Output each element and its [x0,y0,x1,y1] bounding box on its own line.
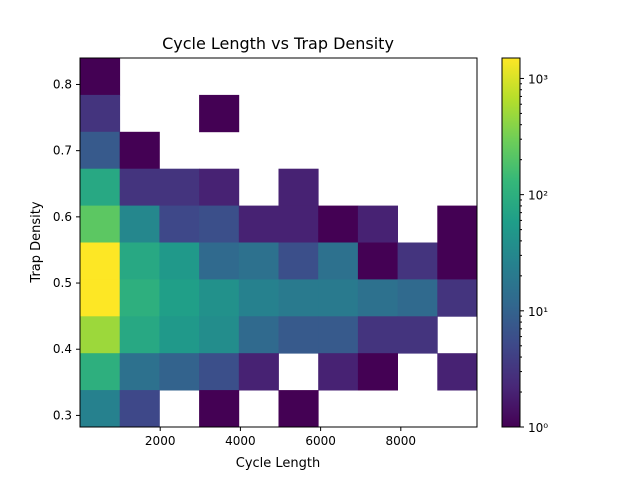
heatmap-cell [318,279,359,317]
heatmap-cell [199,94,240,133]
heatmap-cell [159,168,200,206]
heatmap-cell [278,242,319,280]
heatmap-cell [80,131,121,170]
heatmap-cell [80,353,121,391]
heatmap-cell [159,279,200,317]
colorbar-tick-label: 10¹ [528,305,548,319]
heatmap-cell [199,168,240,206]
heatmap-cell [278,316,319,354]
x-tick-label: 2000 [145,434,176,448]
heatmap-cell [80,94,121,133]
x-tick-label: 8000 [386,434,417,448]
y-tick-label: 0.3 [53,408,72,422]
heatmap-cell [278,205,319,243]
colorbar-tick-label: 10³ [528,72,548,86]
y-tick-label: 0.7 [53,144,72,158]
heatmap-cell [80,279,121,317]
heatmap-cell [238,279,279,317]
heatmap-cell [318,353,359,391]
heatmap-cell [357,205,398,243]
heatmap-cell [278,390,319,428]
heatmap-cell [80,205,121,243]
heatmap-cell [318,242,359,280]
heatmap-cell [397,316,438,354]
heatmap-cell [119,131,160,170]
heatmap-cell [119,316,160,354]
heatmap-cell [437,353,478,391]
y-tick-label: 0.8 [53,77,72,91]
heatmap-cell [119,353,160,391]
heatmap-cell [437,279,478,317]
heatmap-cell [119,390,160,428]
colorbar-tick-label: 10² [528,189,548,203]
heatmap-cell [238,353,279,391]
heatmap-cell [119,168,160,206]
x-axis-ticks: 2000 4000 6000 8000 [145,427,416,448]
heatmap-cells [80,58,478,428]
heatmap-cell [278,279,319,317]
heatmap-cell [119,279,160,317]
heatmap-cell [80,58,121,96]
heatmap-cell [199,353,240,391]
y-axis-ticks: 0.3 0.4 0.5 0.6 0.7 0.8 [53,77,80,422]
heatmap-cell [80,316,121,354]
colorbar-tick-label: 10⁰ [528,421,548,435]
heatmap-cell [80,390,121,428]
heatmap-cell [199,316,240,354]
heatmap-cell [278,168,319,206]
heatmap-cell [238,242,279,280]
heatmap-cell [159,316,200,354]
heatmap-cell [357,316,398,354]
heatmap-cell [159,205,200,243]
heatmap-cell [238,316,279,354]
heatmap-cell [119,205,160,243]
heatmap-cell [119,242,160,280]
plot-frame [79,57,478,428]
y-axis-label: Trap Density [29,201,44,283]
heatmap-cell [437,242,478,280]
heatmap-cell [397,242,438,280]
x-axis-label: Cycle Length [236,456,321,471]
heatmap-cell [159,353,200,391]
heatmap-cell [199,279,240,317]
heatmap-cell [437,205,478,243]
heatmap-cell [199,242,240,280]
y-tick-label: 0.5 [53,276,72,290]
heatmap-cell [357,279,398,317]
y-tick-label: 0.6 [53,210,72,224]
y-tick-label: 0.4 [53,342,72,356]
heatmap-cell [357,242,398,280]
x-tick-label: 6000 [305,434,336,448]
heatmap-cell [80,168,121,206]
heatmap-cell [318,316,359,354]
colorbar [501,57,521,428]
x-tick-label: 4000 [225,434,256,448]
heatmap-cell [397,279,438,317]
heatmap-cell [199,390,240,428]
heatmap-cell [357,353,398,391]
heatmap-cell [238,205,279,243]
heatmap-cell [318,205,359,243]
heatmap-cell [159,242,200,280]
heatmap-cell [199,205,240,243]
colorbar-ticks: 10⁰ 10¹ 10² 10³ [520,72,548,435]
chart-title: Cycle Length vs Trap Density [162,34,394,53]
heatmap-cell [80,242,121,280]
